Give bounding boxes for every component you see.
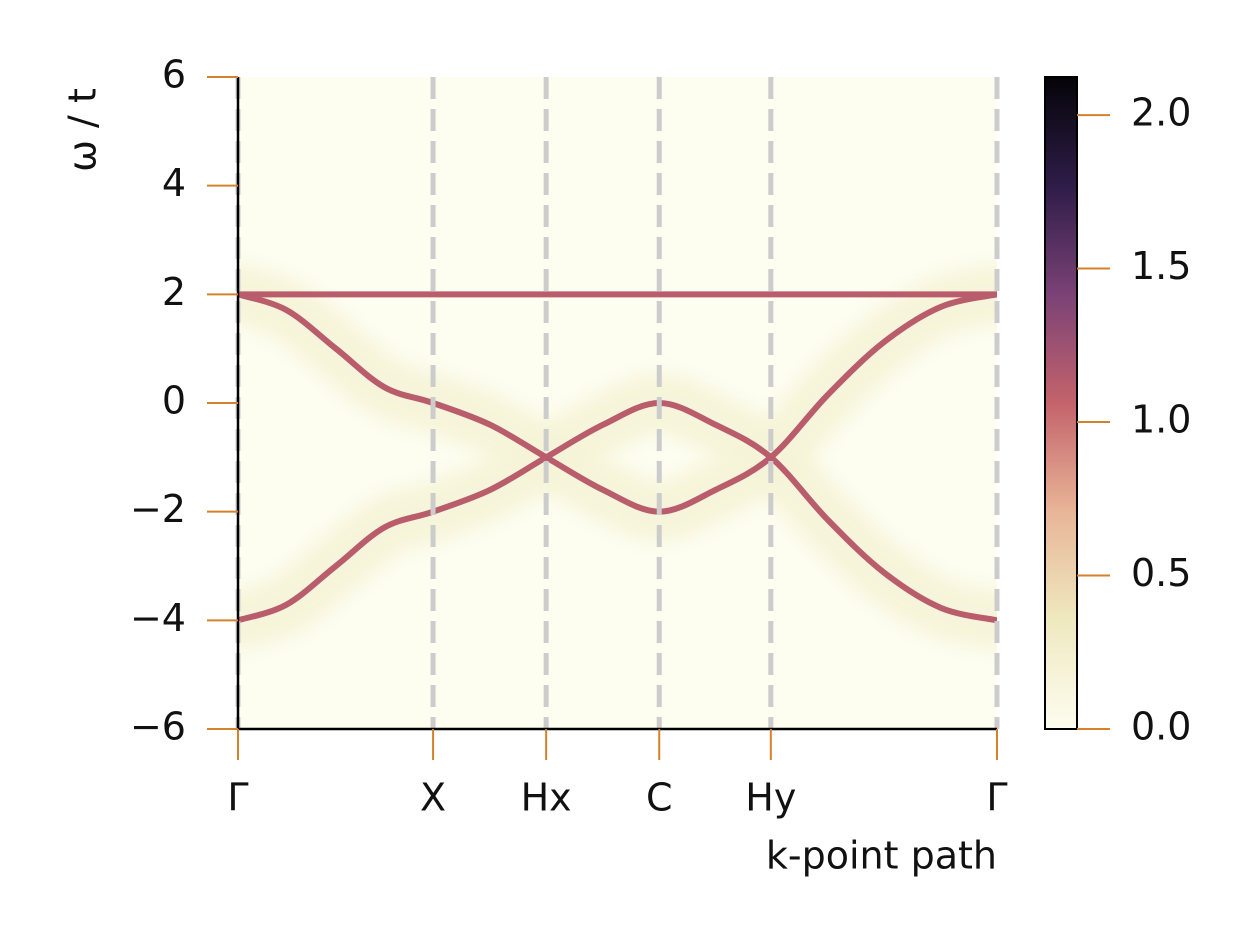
colorbar-tick-label: 2.0 [1131, 91, 1191, 135]
band-line [238, 399, 997, 624]
x-axis-label: k-point path [766, 834, 997, 878]
x-tick-label: Γ [227, 776, 248, 820]
plot-area [238, 77, 997, 729]
y-tick-label: 2 [162, 270, 186, 314]
x-tick-label: Hx [521, 776, 572, 820]
colorbar [1044, 76, 1078, 730]
y-axis-label: ω / t [61, 88, 105, 172]
colorbar-tick-label: 1.0 [1131, 398, 1191, 442]
colorbar-tick-label: 0.0 [1131, 705, 1191, 749]
y-tick-label: −4 [130, 596, 186, 640]
x-tick-label: Hy [745, 776, 796, 820]
y-tick-label: 0 [162, 379, 186, 423]
band-line [238, 291, 997, 515]
x-tick-label: C [646, 776, 673, 820]
x-tick-label: Γ [986, 776, 1007, 820]
y-tick-label: 4 [162, 161, 186, 205]
y-tick-label: 6 [162, 53, 186, 97]
y-tick-label: −2 [130, 487, 186, 531]
x-tick-label: X [420, 776, 446, 820]
colorbar-tick-label: 1.5 [1131, 244, 1191, 288]
colorbar-tick-label: 0.5 [1131, 551, 1191, 595]
y-tick-label: −6 [130, 705, 186, 749]
